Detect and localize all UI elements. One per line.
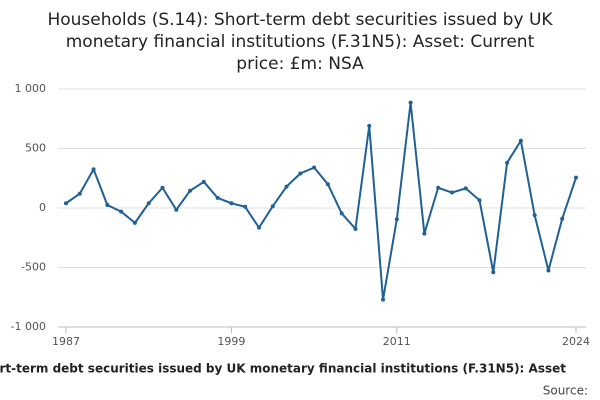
y-tick-label: 0	[39, 201, 46, 214]
data-line	[65, 102, 577, 300]
data-point	[174, 207, 179, 212]
chart-title: Households (S.14): Short-term debt secur…	[47, 10, 553, 30]
data-point	[325, 182, 330, 187]
y-tick-label: 500	[25, 142, 46, 155]
data-point	[477, 198, 482, 203]
data-point	[64, 201, 68, 206]
data-point	[243, 204, 248, 209]
data-point	[146, 201, 151, 206]
x-tick-label: 2024	[562, 335, 590, 348]
data-point	[215, 195, 220, 200]
data-point	[256, 225, 261, 230]
data-point	[270, 204, 275, 209]
x-tick-label: 1987	[52, 335, 80, 348]
data-point	[367, 123, 372, 128]
data-point	[188, 188, 193, 193]
data-point	[422, 231, 427, 236]
x-tick-label: 1999	[217, 335, 245, 348]
data-point	[353, 226, 358, 231]
data-point	[298, 171, 303, 176]
data-point	[505, 160, 510, 165]
chart-title: price: £m: NSA	[236, 54, 364, 74]
data-point	[77, 191, 82, 196]
data-point	[160, 185, 165, 190]
data-point	[105, 203, 110, 208]
data-point	[381, 297, 386, 302]
data-point	[449, 190, 454, 195]
data-point	[229, 201, 234, 206]
data-point	[91, 167, 96, 172]
data-point	[546, 268, 551, 273]
data-point	[463, 186, 468, 191]
data-point	[491, 270, 496, 275]
x-axis-label: Short-term debt securities issued by UK …	[0, 362, 566, 376]
data-point	[574, 175, 578, 180]
data-point	[201, 179, 206, 184]
data-point	[339, 211, 344, 216]
y-tick-label: -500	[21, 261, 46, 274]
data-point	[132, 220, 137, 225]
data-point	[284, 184, 289, 189]
data-point	[518, 138, 523, 143]
chart-title: monetary financial institutions (F.31N5)…	[66, 32, 535, 52]
data-point	[119, 209, 124, 214]
data-point	[408, 100, 413, 105]
y-tick-label: 1 000	[15, 82, 47, 95]
x-tick-label: 2011	[383, 335, 411, 348]
data-point	[560, 216, 565, 221]
y-tick-label: -1 000	[11, 320, 46, 333]
source: Source:	[543, 384, 588, 398]
data-point	[394, 217, 399, 222]
data-point	[532, 213, 537, 218]
data-point	[436, 185, 441, 190]
data-point	[312, 165, 317, 170]
